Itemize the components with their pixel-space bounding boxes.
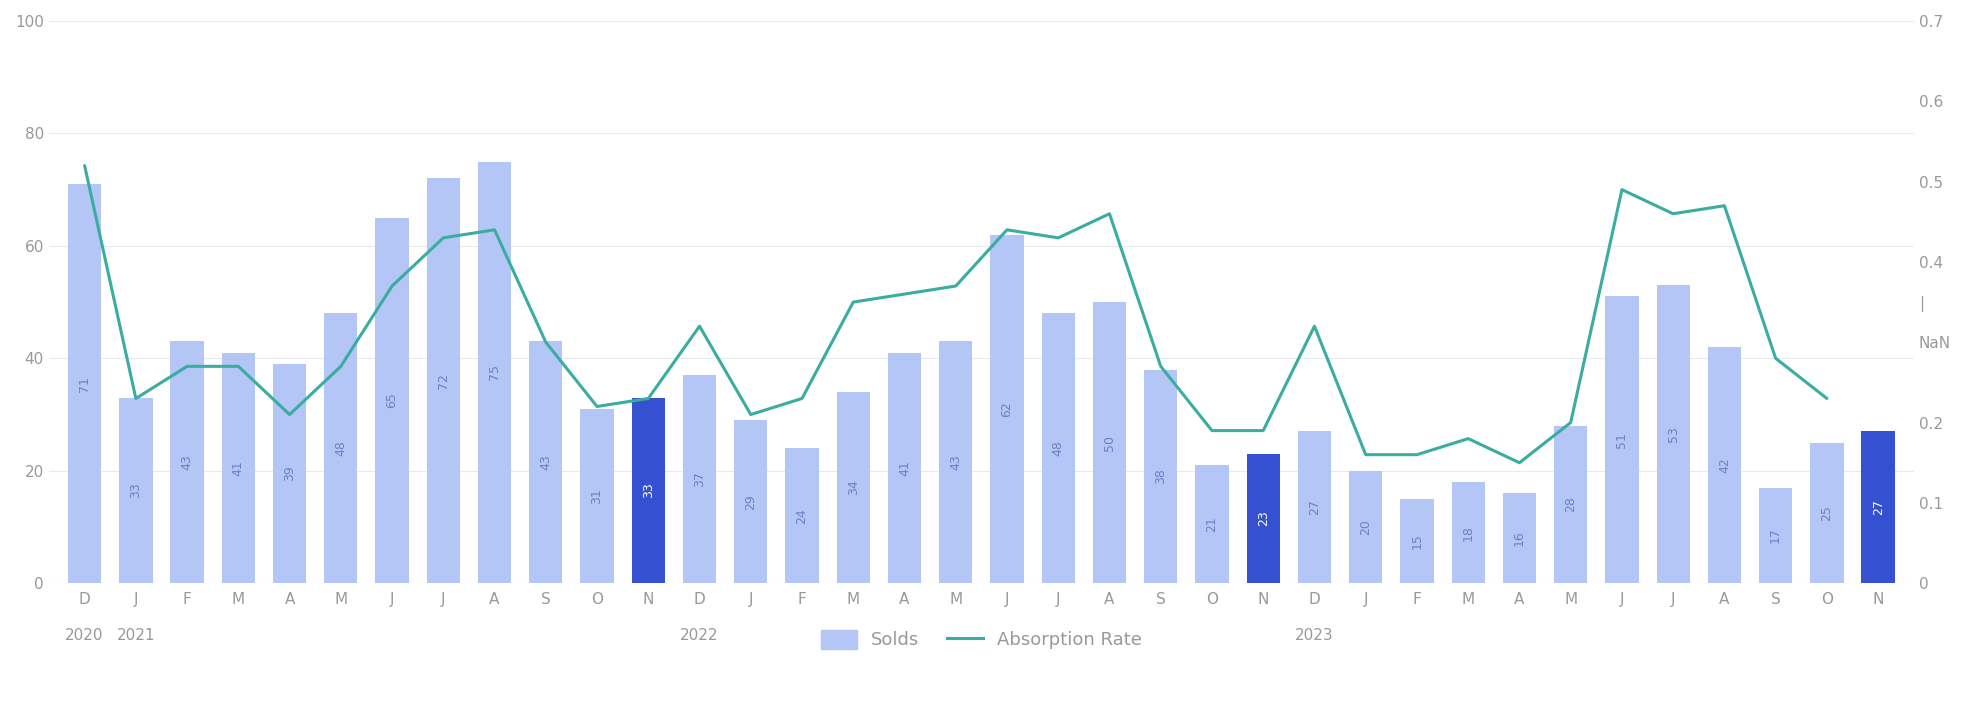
Text: 15: 15 (1410, 533, 1423, 549)
Text: 41: 41 (232, 460, 246, 476)
Bar (682, 375, 716, 583)
Bar (1862, 431, 1895, 583)
Bar (529, 342, 562, 583)
Text: 65: 65 (385, 393, 399, 408)
Text: 48: 48 (334, 441, 348, 456)
Text: 2020: 2020 (65, 628, 104, 642)
Bar (1144, 369, 1178, 583)
Text: 62: 62 (1001, 401, 1014, 417)
Bar (171, 342, 204, 583)
Text: 39: 39 (283, 466, 297, 481)
Text: 21: 21 (1205, 516, 1219, 532)
Bar (478, 162, 511, 583)
Bar (580, 409, 613, 583)
Bar (273, 364, 307, 583)
Text: 72: 72 (436, 373, 450, 389)
Text: 34: 34 (847, 480, 859, 496)
Bar (427, 179, 460, 583)
Text: 43: 43 (950, 455, 961, 470)
Text: 18: 18 (1461, 525, 1474, 541)
Bar (1606, 297, 1638, 583)
Bar (733, 420, 767, 583)
Bar (1451, 482, 1484, 583)
Bar (120, 397, 153, 583)
Text: 33: 33 (641, 482, 655, 498)
Text: 41: 41 (898, 460, 910, 476)
Bar (1811, 443, 1844, 583)
Text: 53: 53 (1667, 426, 1679, 442)
Bar (1553, 426, 1587, 583)
Text: 2023: 2023 (1296, 628, 1333, 642)
Bar (1760, 488, 1793, 583)
Bar (784, 448, 818, 583)
Text: 71: 71 (79, 376, 90, 392)
Text: 2021: 2021 (116, 628, 155, 642)
Bar (889, 353, 922, 583)
Bar (1349, 471, 1382, 583)
Bar (69, 184, 102, 583)
Bar (1195, 465, 1229, 583)
Text: 28: 28 (1565, 496, 1577, 513)
Legend: Solds, Absorption Rate: Solds, Absorption Rate (812, 621, 1150, 659)
Bar (1502, 493, 1535, 583)
Bar (1093, 302, 1127, 583)
Bar (1246, 454, 1280, 583)
Bar (1657, 285, 1691, 583)
Text: 33: 33 (130, 482, 142, 498)
Text: 29: 29 (745, 493, 757, 510)
Text: 37: 37 (694, 471, 706, 487)
Text: 27: 27 (1307, 499, 1321, 515)
Text: 43: 43 (181, 455, 193, 470)
Text: 43: 43 (539, 455, 552, 470)
Bar (1400, 499, 1433, 583)
Text: 48: 48 (1052, 441, 1066, 456)
Text: 75: 75 (488, 364, 501, 381)
Bar (838, 392, 869, 583)
Text: 31: 31 (590, 488, 604, 504)
Text: 23: 23 (1256, 510, 1270, 527)
Bar (222, 353, 256, 583)
Bar (631, 397, 665, 583)
Text: 24: 24 (796, 508, 808, 524)
Text: 51: 51 (1616, 432, 1628, 448)
Text: 16: 16 (1514, 530, 1526, 546)
Text: 50: 50 (1103, 435, 1117, 450)
Bar (324, 313, 358, 583)
Text: 25: 25 (1821, 505, 1834, 521)
Bar (1042, 313, 1075, 583)
Bar (376, 217, 409, 583)
Bar (991, 234, 1024, 583)
Text: 27: 27 (1872, 499, 1885, 515)
Text: 38: 38 (1154, 469, 1168, 484)
Text: 20: 20 (1359, 519, 1372, 535)
Text: 42: 42 (1718, 457, 1730, 473)
Text: 2022: 2022 (680, 628, 720, 642)
Text: 17: 17 (1769, 527, 1781, 544)
Bar (940, 342, 973, 583)
Bar (1708, 347, 1742, 583)
Bar (1298, 431, 1331, 583)
